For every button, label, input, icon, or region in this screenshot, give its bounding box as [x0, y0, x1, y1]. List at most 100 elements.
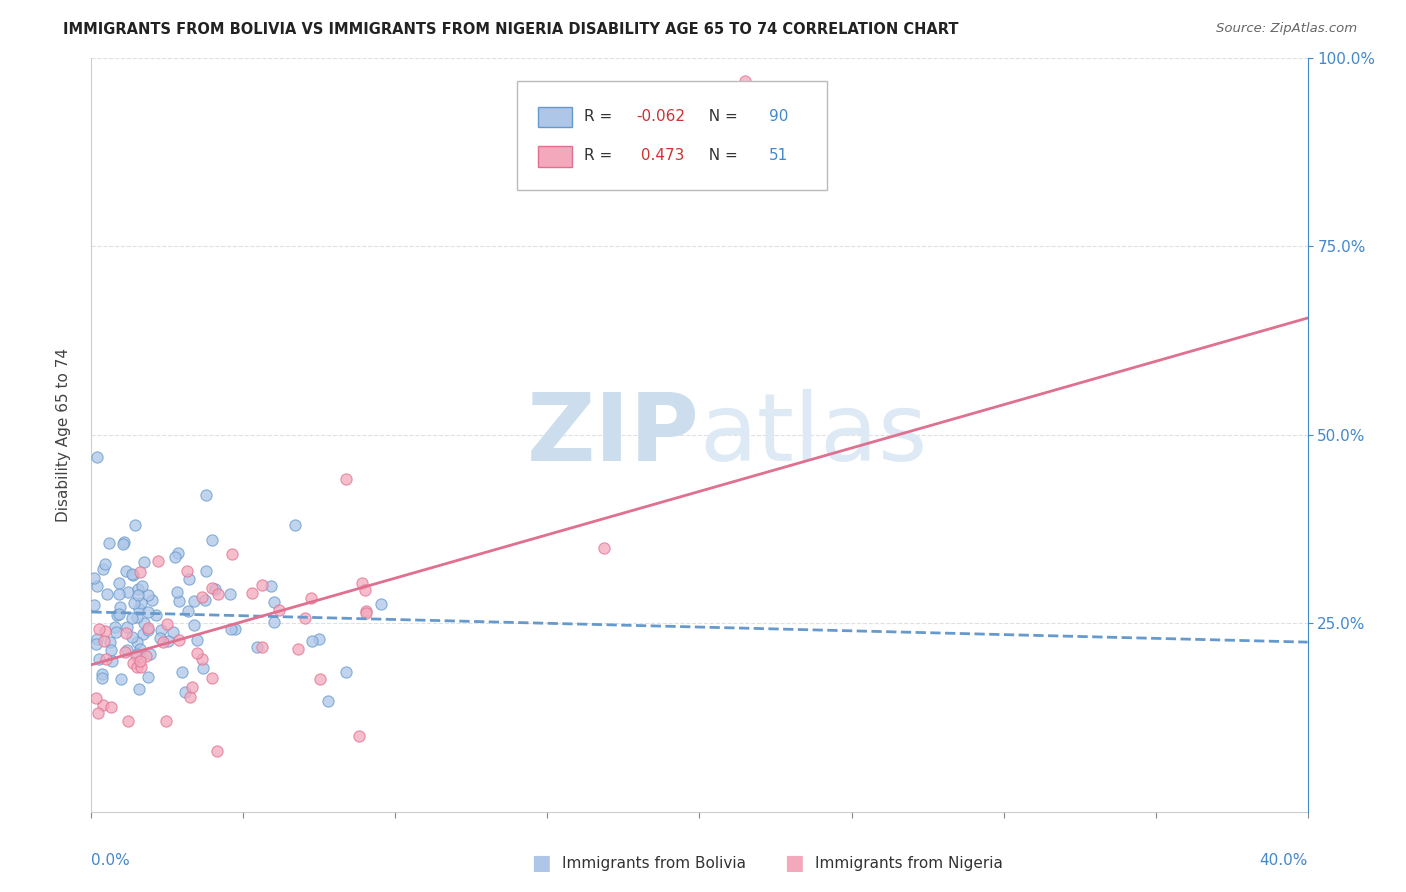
Point [117, 714, 139, 729]
Point [125, 649, 148, 664]
Point [94, 624, 117, 639]
Y-axis label: Disability Age 65 to 74: Disability Age 65 to 74 [56, 348, 70, 522]
Point [135, 649, 157, 664]
Point [284, 518, 307, 533]
Point [98, 635, 121, 649]
Point [122, 596, 145, 610]
Point [183, 617, 205, 632]
Text: -0.062: -0.062 [637, 109, 685, 124]
Point [128, 682, 150, 697]
Point [83, 571, 105, 585]
Point [240, 586, 263, 600]
Point [150, 623, 173, 637]
Point [121, 567, 143, 582]
Point [260, 579, 283, 593]
Text: Source: ZipAtlas.com: Source: ZipAtlas.com [1216, 22, 1357, 36]
Point [87, 706, 110, 720]
Point [250, 640, 273, 654]
Point [121, 630, 143, 644]
Text: R =: R = [583, 148, 617, 163]
Point [155, 714, 177, 729]
Text: 40.0%: 40.0% [1260, 853, 1308, 868]
Point [136, 624, 159, 638]
Point [136, 621, 159, 635]
Point [263, 615, 285, 629]
Point [190, 652, 212, 666]
Point [204, 582, 226, 597]
Point [141, 593, 163, 607]
Text: N =: N = [699, 148, 744, 163]
Point [166, 585, 188, 599]
Point [195, 488, 218, 502]
Point [127, 610, 149, 624]
Text: atlas: atlas [699, 389, 928, 481]
Point [156, 617, 179, 632]
Point [84, 691, 107, 706]
Text: 0.473: 0.473 [637, 148, 685, 163]
Point [131, 660, 153, 674]
Point [96, 652, 118, 666]
Point [108, 587, 131, 601]
Point [191, 661, 214, 675]
Point [131, 627, 153, 641]
Point [250, 578, 273, 592]
Text: 51: 51 [769, 148, 787, 163]
Point [162, 625, 184, 640]
Point [354, 604, 377, 618]
Point [93, 633, 115, 648]
Point [132, 554, 155, 568]
Point [125, 660, 148, 674]
Point [127, 582, 149, 596]
Point [100, 654, 122, 668]
Point [186, 646, 208, 660]
Point [94, 558, 117, 572]
Point [97, 536, 120, 550]
Point [263, 595, 285, 609]
Point [128, 654, 150, 668]
Point [87, 652, 110, 666]
Point [87, 622, 110, 636]
Point [165, 549, 187, 564]
Point [129, 642, 152, 657]
Point [136, 588, 159, 602]
Point [121, 611, 143, 625]
Point [353, 582, 375, 597]
Point [352, 575, 374, 590]
Point [83, 599, 105, 613]
Point [117, 585, 139, 599]
Point [114, 535, 136, 549]
Point [316, 694, 339, 708]
Text: ■: ■ [531, 854, 551, 873]
Point [86, 632, 108, 646]
Point [100, 643, 122, 657]
FancyBboxPatch shape [517, 80, 827, 190]
Point [114, 645, 136, 659]
Point [301, 633, 323, 648]
Point [145, 607, 167, 622]
Point [194, 592, 217, 607]
Point [134, 616, 156, 631]
Point [131, 579, 153, 593]
Point [186, 633, 208, 648]
Text: ■: ■ [785, 854, 804, 873]
Point [221, 622, 243, 636]
Point [308, 632, 330, 647]
Point [112, 537, 135, 551]
Point [299, 591, 322, 605]
Point [122, 656, 145, 670]
FancyBboxPatch shape [537, 107, 572, 128]
Point [129, 596, 152, 610]
Point [194, 564, 217, 578]
Point [224, 622, 246, 636]
FancyBboxPatch shape [537, 146, 572, 167]
Point [128, 601, 150, 615]
Point [86, 450, 108, 465]
Point [146, 554, 169, 568]
Point [110, 672, 132, 686]
Point [108, 607, 131, 621]
Text: IMMIGRANTS FROM BOLIVIA VS IMMIGRANTS FROM NIGERIA DISABILITY AGE 65 TO 74 CORRE: IMMIGRANTS FROM BOLIVIA VS IMMIGRANTS FR… [63, 22, 959, 37]
Point [335, 665, 357, 679]
Point [176, 564, 198, 578]
Point [335, 472, 357, 486]
Point [294, 611, 316, 625]
